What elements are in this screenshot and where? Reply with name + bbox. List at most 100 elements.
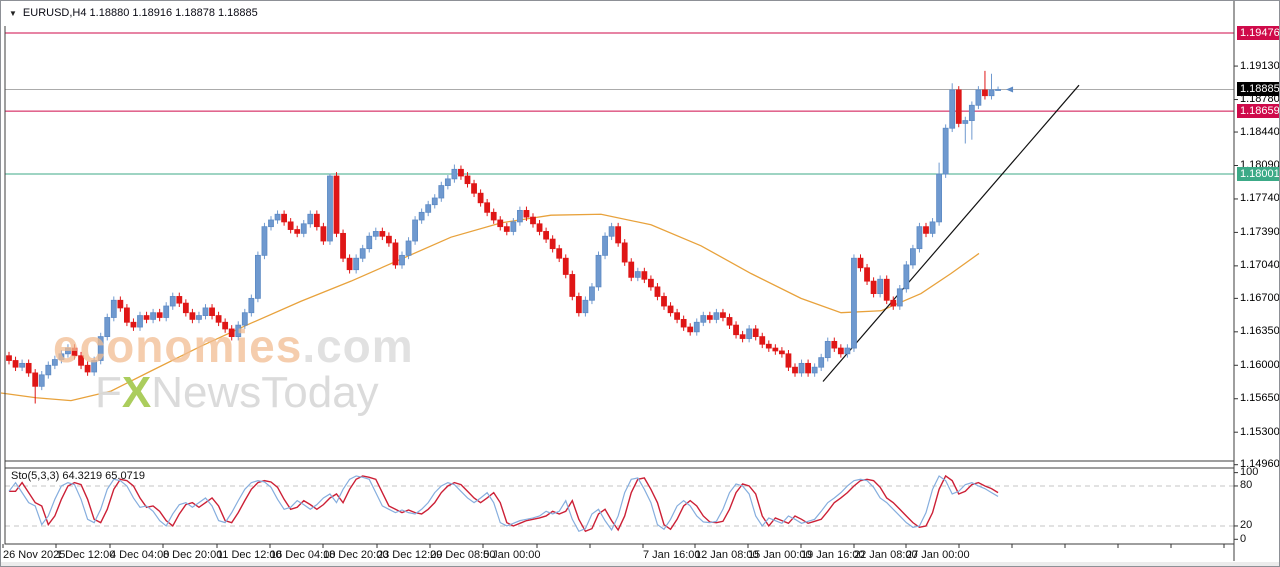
candle-body bbox=[464, 175, 471, 185]
candle-body bbox=[438, 185, 445, 199]
price-level-badge: 1.18001 bbox=[1237, 166, 1279, 181]
stochastic-main-line bbox=[8, 475, 999, 533]
candle-body bbox=[451, 168, 458, 180]
candle-body bbox=[687, 326, 694, 333]
candle-body bbox=[733, 324, 739, 336]
price-scale-label: 1.17040 bbox=[1240, 259, 1280, 272]
time-axis-label: 1 Dec 12:00 bbox=[56, 549, 116, 561]
candle-body bbox=[680, 318, 687, 328]
candle-body bbox=[19, 362, 26, 368]
candle-body bbox=[562, 257, 569, 275]
time-axis-label: 7 Jan 16:00 bbox=[643, 549, 701, 561]
candle-body bbox=[471, 183, 477, 194]
price-scale-label: 1.15300 bbox=[1240, 425, 1280, 438]
time-axis-label: 8 Dec 20:00 bbox=[163, 549, 223, 561]
candle-body bbox=[372, 231, 379, 237]
candle-body bbox=[536, 223, 543, 232]
candle-body bbox=[582, 299, 589, 314]
time-axis-label: 26 Nov 2025 bbox=[3, 549, 66, 561]
candle-body bbox=[975, 89, 982, 106]
candle-body bbox=[864, 267, 870, 282]
candle-body bbox=[254, 254, 261, 299]
time-axis-label: 11 Dec 12:00 bbox=[217, 549, 282, 561]
candle-body bbox=[693, 321, 700, 333]
candle-body bbox=[327, 175, 333, 242]
price-scale-label: 1.16350 bbox=[1240, 325, 1280, 338]
candle-body bbox=[896, 288, 903, 307]
candle-body bbox=[458, 168, 464, 177]
candle-body bbox=[307, 213, 314, 225]
candle-body bbox=[641, 271, 648, 280]
candle-body bbox=[929, 221, 936, 234]
candle-body bbox=[202, 307, 209, 316]
symbol-ohlc-title: EURUSD,H4 1.18880 1.18916 1.18878 1.1888… bbox=[22, 7, 258, 19]
candle-body bbox=[241, 312, 248, 326]
candle-body bbox=[313, 213, 320, 228]
candle-body bbox=[490, 211, 497, 221]
candle-body bbox=[962, 120, 969, 124]
price-scale-label: 1.14960 bbox=[1240, 458, 1280, 471]
candle-body bbox=[772, 347, 779, 352]
candle-body bbox=[739, 334, 746, 339]
candle-body bbox=[215, 315, 222, 323]
candle-body bbox=[851, 257, 857, 349]
candle-body bbox=[575, 296, 582, 314]
candle-body bbox=[785, 353, 792, 368]
price-scale-label: 1.16700 bbox=[1240, 291, 1280, 304]
candle-body bbox=[824, 340, 831, 359]
candle-body bbox=[510, 221, 517, 232]
candle-body bbox=[667, 305, 674, 314]
candle-body bbox=[556, 248, 563, 259]
candle-body bbox=[811, 366, 818, 374]
candle-body bbox=[923, 226, 929, 234]
price-scale-label: 1.19130 bbox=[1240, 59, 1280, 72]
candle-body bbox=[543, 231, 549, 240]
time-axis-label: 22 Jan 08:00 bbox=[854, 549, 918, 561]
candle-body bbox=[38, 374, 45, 387]
candle-body bbox=[595, 254, 602, 288]
candle-body bbox=[648, 278, 654, 288]
candle-body bbox=[405, 240, 412, 256]
trendline bbox=[822, 84, 1080, 382]
candle-body bbox=[163, 305, 170, 318]
candle-body bbox=[759, 336, 766, 345]
candle-body bbox=[366, 235, 373, 250]
price-scale-label: 1.18440 bbox=[1240, 125, 1280, 138]
candle-body bbox=[104, 317, 111, 338]
candle-body bbox=[661, 296, 667, 307]
candle-body bbox=[412, 219, 419, 242]
candle-body bbox=[706, 315, 713, 320]
candle-body bbox=[209, 307, 215, 316]
chart-title-bar: ▼ EURUSD,H4 1.18880 1.18916 1.18878 1.18… bbox=[9, 7, 258, 19]
candle-body bbox=[143, 315, 150, 320]
candle-body bbox=[700, 315, 707, 323]
candle-body bbox=[156, 312, 163, 318]
candle-body bbox=[818, 357, 825, 368]
candle-body bbox=[300, 223, 307, 234]
candle-body bbox=[32, 372, 39, 387]
candle-body bbox=[615, 226, 622, 244]
candle-body bbox=[346, 257, 353, 271]
candle-body bbox=[995, 89, 1001, 91]
candle-body bbox=[870, 280, 877, 294]
candle-body bbox=[425, 204, 432, 213]
price-scale-label: 1.17740 bbox=[1240, 192, 1280, 205]
candle-body bbox=[720, 312, 726, 318]
candle-body bbox=[261, 226, 268, 256]
candle-body bbox=[137, 315, 143, 328]
candle-body bbox=[228, 328, 235, 338]
candle-body bbox=[189, 312, 196, 320]
window-bottom-strip bbox=[1, 562, 1279, 566]
candle-body bbox=[222, 321, 229, 330]
symbol-dropdown-icon[interactable]: ▼ bbox=[9, 8, 17, 18]
time-axis-label: 16 Dec 04:00 bbox=[270, 549, 336, 561]
price-scale-label: 1.18780 bbox=[1240, 93, 1280, 106]
candle-body bbox=[654, 286, 661, 297]
candle-body bbox=[484, 202, 491, 213]
candle-body bbox=[150, 312, 157, 320]
candle-body bbox=[176, 296, 183, 304]
candle-body bbox=[746, 328, 753, 339]
candle-body bbox=[883, 278, 890, 301]
candle-body bbox=[523, 210, 530, 218]
